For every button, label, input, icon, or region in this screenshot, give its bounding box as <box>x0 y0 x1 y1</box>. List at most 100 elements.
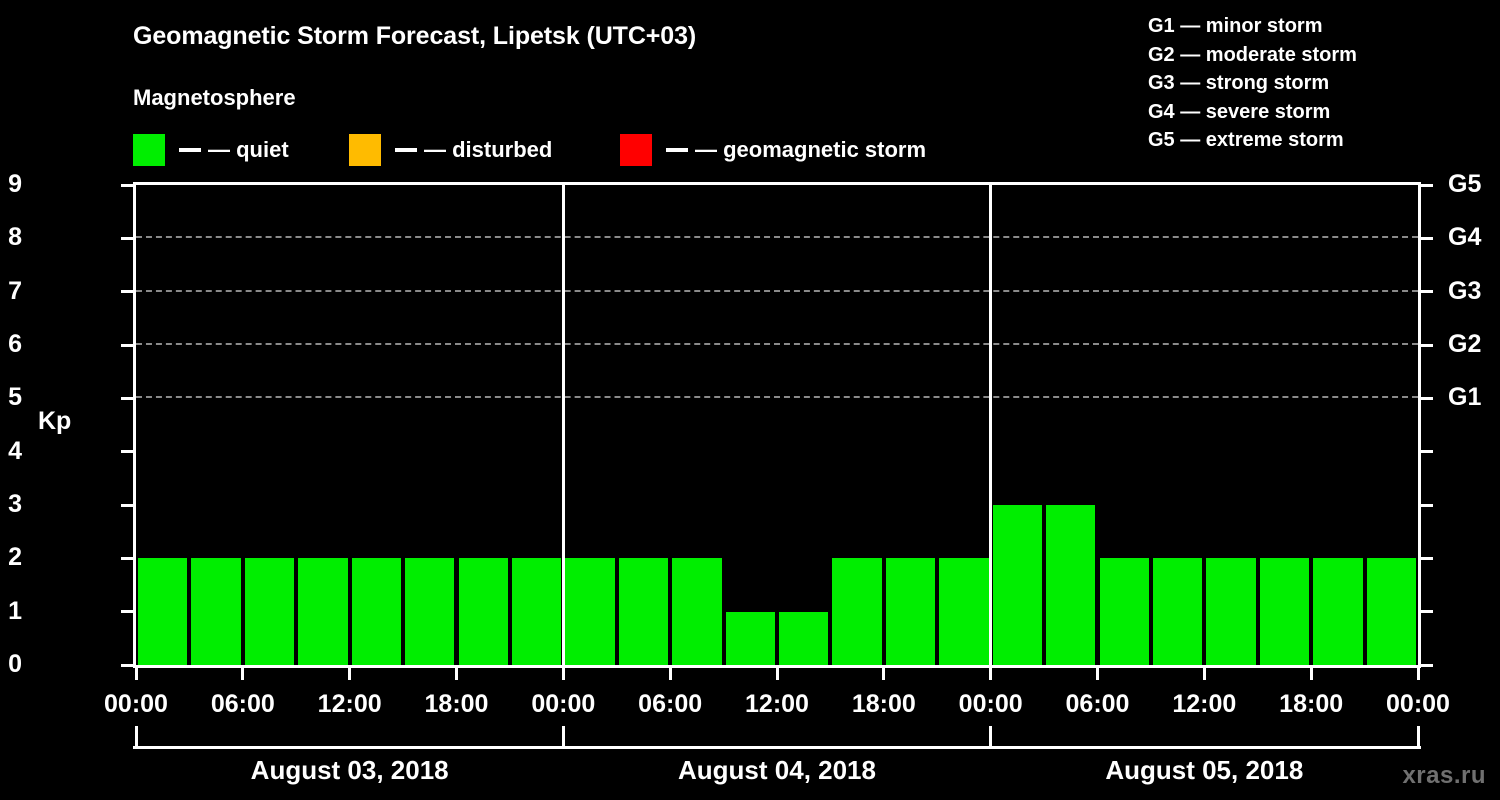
g-tick-mark-7 <box>1421 290 1433 294</box>
x-tick-label-11: 18:00 <box>1279 690 1344 718</box>
x-tick-mark-5 <box>668 668 672 680</box>
x-tick-mark-6 <box>775 668 779 680</box>
g-tick-mark-4 <box>1421 450 1433 454</box>
kp-bar[interactable] <box>1313 558 1363 665</box>
legend-swatch-geomagnetic-storm-icon <box>620 134 652 166</box>
y-tick-label-8: 8 <box>8 223 22 252</box>
kp-bar[interactable] <box>1366 558 1416 665</box>
y-tick-label-7: 7 <box>8 276 22 305</box>
kp-bar[interactable] <box>1099 558 1149 665</box>
x-tick-label-8: 00:00 <box>958 690 1023 718</box>
x-tick-mark-3 <box>455 668 458 680</box>
kp-bar[interactable] <box>565 558 615 665</box>
x-tick-mark-0 <box>134 668 138 680</box>
y-tick-label-0: 0 <box>8 650 22 678</box>
y-tick-label-5: 5 <box>8 383 22 412</box>
x-tick-label-0: 00:00 <box>104 690 168 718</box>
day-band-tick-1 <box>561 726 565 746</box>
g-legend-row-g4: G4 — severe storm <box>1148 100 1331 123</box>
x-tick-mark-1 <box>241 668 245 680</box>
x-tick-label-9: 06:00 <box>1065 690 1130 718</box>
g-tick-mark-9 <box>1421 183 1433 187</box>
kp-bar[interactable] <box>1206 558 1256 665</box>
legend-label: — geomagnetic storm <box>695 137 927 162</box>
kp-bar[interactable] <box>1046 505 1096 665</box>
x-tick-mark-10 <box>1202 668 1206 680</box>
g-tick-mark-1 <box>1421 610 1433 614</box>
page-title: Geomagnetic Storm Forecast, Lipetsk (UTC… <box>133 22 697 50</box>
kp-bar[interactable] <box>244 558 295 665</box>
y-tick-mark-9 <box>121 183 133 187</box>
legend-swatch-quiet-icon <box>133 134 165 166</box>
kp-bar[interactable] <box>672 558 722 665</box>
g-axis-label-g3: G3 <box>1448 276 1482 305</box>
kp-bar[interactable] <box>458 558 508 665</box>
x-tick-label-1: 06:00 <box>210 690 275 718</box>
g-axis-label-g2: G2 <box>1448 330 1482 358</box>
watermark: xras.ru <box>1402 762 1486 789</box>
kp-bar[interactable] <box>1259 558 1310 665</box>
day-label-1: August 03, 2018 <box>250 755 449 785</box>
day-band-tick-3 <box>1416 726 1420 746</box>
x-tick-mark-9 <box>1096 668 1099 680</box>
y-tick-mark-7 <box>121 290 133 294</box>
kp-bar[interactable] <box>885 558 936 665</box>
legend-swatch-disturbed-icon <box>349 134 381 166</box>
chart-subtitle: Magnetosphere <box>133 85 296 110</box>
legend-entry-quiet: — quiet <box>133 133 289 167</box>
kp-bar[interactable] <box>779 611 829 665</box>
kp-bar[interactable] <box>298 558 348 665</box>
y-tick-mark-0 <box>121 663 133 667</box>
x-tick-label-6: 12:00 <box>745 690 809 718</box>
kp-bar[interactable] <box>405 558 455 665</box>
kp-bar[interactable] <box>992 505 1043 665</box>
x-tick-label-3: 18:00 <box>424 690 489 718</box>
legend-entry-disturbed: — disturbed <box>349 133 552 167</box>
day-label-3: August 05, 2018 <box>1105 755 1304 785</box>
g-scale-legend: G1 — minor storm G2 — moderate storm G3 — … <box>1128 12 1478 155</box>
y-tick-mark-8 <box>121 236 133 240</box>
x-tick-mark-2 <box>348 668 352 680</box>
day-divider-1 <box>561 185 565 665</box>
g-axis-label-g5: G5 <box>1448 170 1482 198</box>
g-tick-mark-6 <box>1421 343 1433 347</box>
kp-bar[interactable] <box>511 558 562 665</box>
day-band-rule <box>133 746 1421 749</box>
kp-bar[interactable] <box>191 558 241 665</box>
g-legend-row-g1: G1 — minor storm <box>1148 15 1323 37</box>
legend-dash-icon <box>395 148 417 152</box>
kp-bar[interactable] <box>1152 558 1203 665</box>
x-tick-label-10: 12:00 <box>1172 690 1237 718</box>
gridline-kp-7 <box>136 289 1418 292</box>
gridline-kp-8 <box>136 236 1418 239</box>
legend-dash-icon <box>179 148 201 152</box>
x-tick-label-5: 06:00 <box>638 690 703 718</box>
day-divider-2 <box>989 185 993 665</box>
y-tick-mark-6 <box>121 343 133 347</box>
y-tick-label-1: 1 <box>8 596 22 625</box>
kp-bar[interactable] <box>138 558 188 665</box>
x-tick-label-2: 12:00 <box>317 690 382 718</box>
legend-entry-geomagnetic-storm: — geomagnetic storm <box>620 133 926 167</box>
legend-label: — quiet <box>208 137 289 162</box>
x-tick-label-12: 00:00 <box>1386 690 1450 718</box>
legend-dash-icon <box>666 148 688 152</box>
g-tick-mark-2 <box>1421 556 1433 560</box>
x-tick-mark-8 <box>989 668 993 680</box>
g-legend-row-g3: G3 — strong storm <box>1148 72 1330 94</box>
y-tick-label-2: 2 <box>8 543 22 572</box>
y-tick-mark-1 <box>121 610 133 614</box>
kp-bar[interactable] <box>832 558 882 665</box>
kp-bar[interactable] <box>725 611 775 665</box>
g-legend-row-g2: G2 — moderate storm <box>1148 43 1357 66</box>
day-band-tick-0 <box>134 726 138 746</box>
kp-bar[interactable] <box>618 558 669 665</box>
x-tick-label-7: 18:00 <box>851 690 916 718</box>
x-tick-mark-12 <box>1416 668 1420 680</box>
day-band-tick-2 <box>989 726 993 746</box>
legend-label: — disturbed <box>424 137 553 162</box>
kp-bar[interactable] <box>351 558 402 665</box>
g-tick-mark-8 <box>1421 236 1433 240</box>
kp-bar[interactable] <box>939 558 989 665</box>
